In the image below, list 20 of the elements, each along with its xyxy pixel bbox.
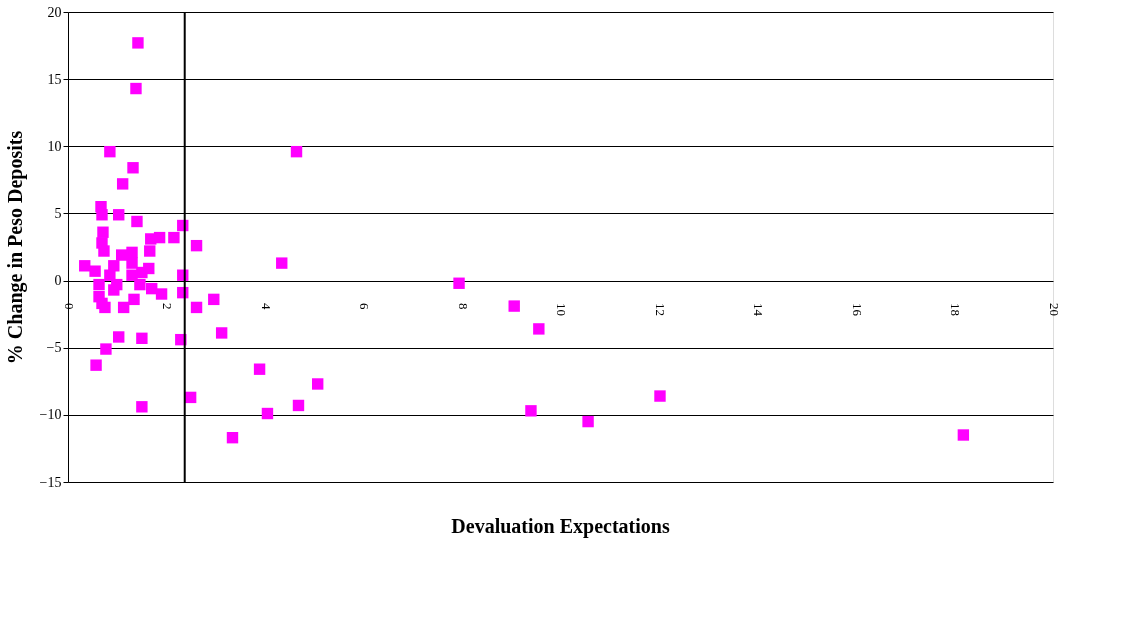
- x-tick-label: 14: [751, 303, 766, 317]
- y-tick-label: 5: [54, 205, 62, 221]
- x-tick-label: 16: [849, 303, 865, 317]
- x-tick-label: 10: [554, 303, 569, 317]
- y-tick-label: 15: [47, 71, 62, 87]
- y-tick-label: −15: [39, 474, 62, 490]
- y-tick-label: −10: [39, 407, 62, 423]
- x-tick-label: 6: [357, 303, 372, 311]
- y-axis-title: % Change in Peso Deposits: [3, 130, 27, 365]
- y-tick-label: 20: [47, 4, 62, 20]
- x-axis-title: Devaluation Expectations: [451, 515, 670, 538]
- x-tick-label: 12: [652, 303, 668, 317]
- x-tick-label: 2: [160, 303, 175, 310]
- y-tick-label: 10: [47, 138, 62, 154]
- x-tick-label: 4: [258, 303, 274, 311]
- x-tick-label: 18: [948, 303, 963, 317]
- y-tick-label: 0: [54, 273, 62, 289]
- y-tick-label: −5: [46, 340, 62, 356]
- x-tick-label: 20: [1046, 303, 1062, 317]
- x-tick-label: 8: [455, 303, 471, 310]
